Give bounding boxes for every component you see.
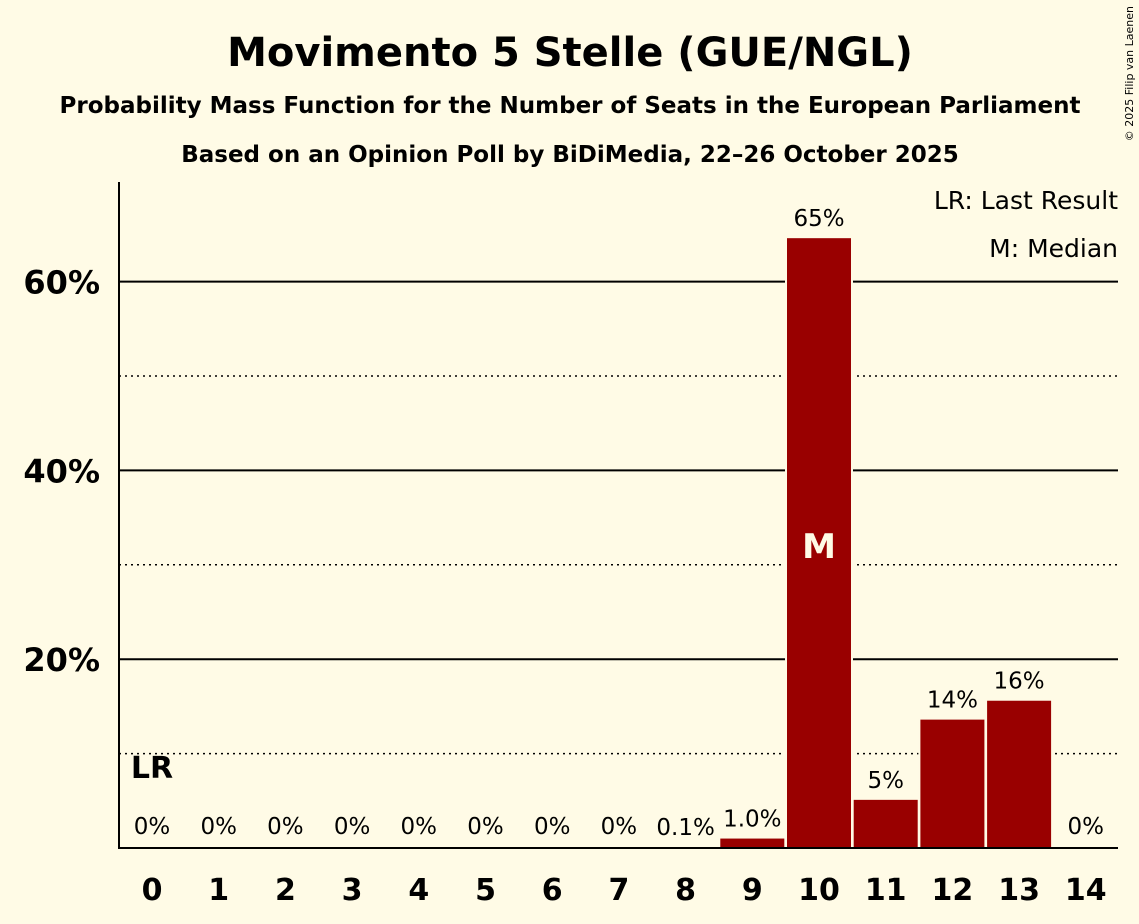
bar-value-label: 0% bbox=[467, 814, 504, 840]
x-tick-label: 8 bbox=[675, 873, 696, 908]
bar bbox=[720, 838, 785, 848]
bar-value-label: 0% bbox=[267, 814, 304, 840]
legend-median: M: Median bbox=[989, 234, 1118, 263]
bar-gap bbox=[651, 845, 720, 848]
bar bbox=[987, 700, 1052, 848]
last-result-marker: LR bbox=[131, 751, 173, 786]
x-tick-label: 3 bbox=[342, 873, 363, 908]
bar-value-label: 5% bbox=[867, 768, 904, 794]
bar-value-label: 0% bbox=[1068, 814, 1105, 840]
x-tick-label: 10 bbox=[798, 873, 840, 908]
bar-value-label: 65% bbox=[793, 206, 844, 232]
bar bbox=[920, 719, 985, 848]
x-tick-label: 13 bbox=[998, 873, 1040, 908]
x-tick-label: 9 bbox=[742, 873, 763, 908]
bar-value-label: 0.1% bbox=[656, 815, 714, 841]
bar bbox=[787, 238, 851, 848]
bars bbox=[651, 236, 1054, 848]
x-tick-label: 0 bbox=[142, 873, 163, 908]
legend-last-result: LR: Last Result bbox=[934, 186, 1118, 215]
copyright-note: © 2025 Filip van Laenen bbox=[1123, 6, 1136, 141]
bar-value-label: 14% bbox=[927, 688, 978, 714]
x-tick-label: 14 bbox=[1065, 873, 1107, 908]
gridlines bbox=[119, 280, 1118, 755]
x-tick-label: 6 bbox=[542, 873, 563, 908]
y-tick-label: 40% bbox=[23, 452, 100, 490]
x-tick-label: 12 bbox=[932, 873, 974, 908]
bar-value-label: 0% bbox=[534, 814, 571, 840]
chart-subtitle-poll: Based on an Opinion Poll by BiDiMedia, 2… bbox=[181, 142, 959, 168]
chart-subtitle: Probability Mass Function for the Number… bbox=[60, 93, 1081, 119]
bar-value-label: 0% bbox=[134, 814, 171, 840]
bar-value-label: 1.0% bbox=[723, 807, 781, 833]
median-marker: M bbox=[802, 527, 836, 567]
y-tick-label: 20% bbox=[23, 641, 100, 679]
x-tick-label: 1 bbox=[208, 873, 229, 908]
x-tick-label: 4 bbox=[408, 873, 429, 908]
x-tick-label: 11 bbox=[865, 873, 907, 908]
x-tick-label: 5 bbox=[475, 873, 496, 908]
bar-value-label: 0% bbox=[601, 814, 638, 840]
bar-value-label: 0% bbox=[401, 814, 438, 840]
bar-value-label: 16% bbox=[994, 669, 1045, 695]
y-tick-label: 60% bbox=[23, 264, 100, 302]
axes: 20%40%60%0 1 2 3 4 5 6 7 8 9 10 11 12 13 14 bbox=[23, 182, 1118, 908]
x-tick-label: 7 bbox=[608, 873, 629, 908]
bar-value-label: 0% bbox=[334, 814, 371, 840]
chart-title: Movimento 5 Stelle (GUE/NGL) bbox=[227, 30, 913, 76]
x-tick-label: 2 bbox=[275, 873, 296, 908]
bar-value-label: 0% bbox=[200, 814, 237, 840]
bar bbox=[853, 799, 918, 848]
bar-labels: 0% 0% 0% 0% 0% 0% 0% 0% 0.1% 1.0% 65% 5% 14% 16% 0% M LR bbox=[131, 206, 1104, 841]
